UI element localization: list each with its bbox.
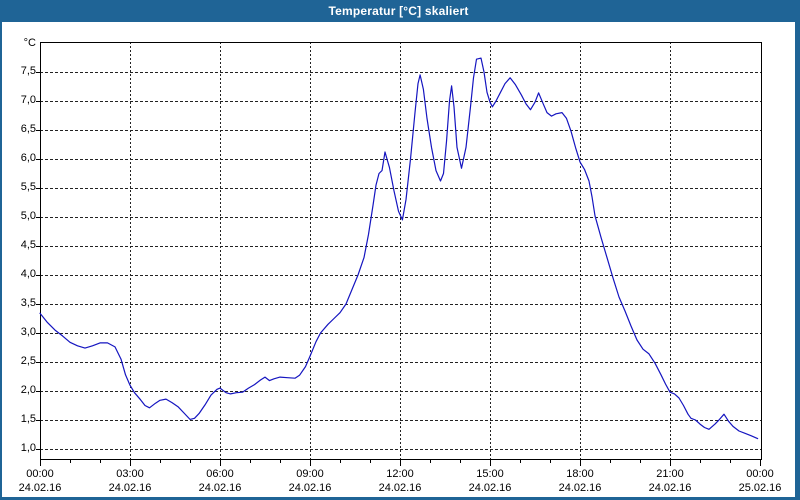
y-axis-label: 5,0 <box>20 210 36 222</box>
x-axis-time-label: 18:00 <box>566 468 594 480</box>
x-axis-time-label: 00:00 <box>26 468 54 480</box>
title-bar: Temperatur [°C] skaliert <box>2 0 795 22</box>
y-axis-label: 3,0 <box>20 326 36 338</box>
y-axis-label: 3,5 <box>20 297 36 309</box>
x-axis-date-label: 24.02.16 <box>288 482 332 494</box>
y-axis-label: 1,5 <box>20 413 36 425</box>
y-axis-label: 1,0 <box>20 442 36 454</box>
x-axis-date-label: 25.02.16 <box>738 482 782 494</box>
y-axis-label: 7,0 <box>20 94 36 106</box>
x-axis-date-label: 24.02.16 <box>18 482 62 494</box>
temperature-line <box>39 57 759 440</box>
x-axis-date-label: 24.02.16 <box>468 482 512 494</box>
y-axis-label: 2,0 <box>20 384 36 396</box>
y-axis-label: 7,5 <box>20 65 36 77</box>
x-axis-time-label: 06:00 <box>206 468 234 480</box>
plot-svg <box>36 42 762 466</box>
x-axis-date-label: 24.02.16 <box>558 482 602 494</box>
y-axis-label: 4,5 <box>20 239 36 251</box>
x-axis-time-label: 00:00 <box>746 468 774 480</box>
y-axis-label: 6,5 <box>20 123 36 135</box>
x-axis-date-label: 24.02.16 <box>108 482 152 494</box>
x-axis-time-label: 03:00 <box>116 468 144 480</box>
y-axis-label: 2,5 <box>20 355 36 367</box>
y-axis-label: 6,0 <box>20 152 36 164</box>
y-axis-label: 4,0 <box>20 268 36 280</box>
x-axis-date-label: 24.02.16 <box>378 482 422 494</box>
x-axis-date-label: 24.02.16 <box>198 482 242 494</box>
y-axis-label: 5,5 <box>20 181 36 193</box>
chart-panel: °C 7,5 7,0 6,5 6,0 5,5 5,0 4,5 4,0 3,5 3,0 2,5 2,0 1… <box>2 22 795 497</box>
plot-border <box>40 42 762 460</box>
x-axis-date-label: 24.02.16 <box>648 482 692 494</box>
x-axis-time-label: 09:00 <box>296 468 324 480</box>
window-title: Temperatur [°C] skaliert <box>328 4 469 18</box>
plot-area <box>36 42 762 466</box>
x-axis-time-label: 15:00 <box>476 468 504 480</box>
x-axis-time-label: 12:00 <box>386 468 414 480</box>
y-axis-unit-label: °C <box>23 37 36 49</box>
x-axis-time-label: 21:00 <box>656 468 684 480</box>
